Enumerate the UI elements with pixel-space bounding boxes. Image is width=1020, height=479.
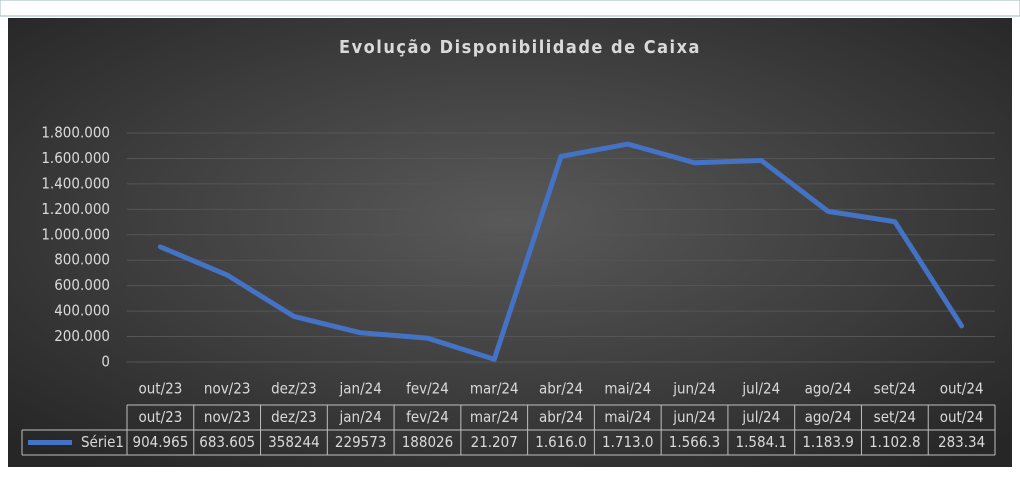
x-tick-label: jun/24: [672, 380, 716, 398]
x-tick-label: dez/23: [271, 380, 317, 398]
series-line: [157, 141, 965, 362]
y-tick-label: 400.000: [54, 302, 110, 320]
table-value: 21.207: [471, 433, 518, 451]
y-tick-label: 0: [101, 353, 110, 371]
y-tick-label: 800.000: [54, 251, 110, 269]
table-value: 683.605: [199, 433, 255, 451]
x-tick-label: set/24: [874, 380, 916, 398]
table-header: jun/24: [672, 408, 716, 426]
x-tick-label: out/23: [138, 380, 182, 398]
x-tick-label: abr/24: [539, 380, 583, 398]
table-value: 229573: [335, 433, 387, 451]
x-tick-label: mai/24: [604, 380, 651, 398]
table-header: out/23: [138, 408, 182, 426]
table-header: jan/24: [339, 408, 382, 426]
table-header: abr/24: [539, 408, 583, 426]
y-tick-label: 1.000.000: [41, 225, 110, 243]
legend-label: Série1: [81, 433, 124, 451]
y-tick-label: 1.600.000: [41, 149, 110, 167]
y-tick-label: 1.200.000: [41, 200, 110, 218]
chart-title: Evolução Disponibilidade de Caixa: [339, 37, 701, 58]
table-value: 1.102.8: [869, 433, 921, 451]
x-tick-label: ago/24: [805, 380, 852, 398]
y-tick-label: 1.400.000: [41, 174, 110, 192]
table-value: 188026: [402, 433, 454, 451]
table-header: mar/24: [470, 408, 519, 426]
table-header: jul/24: [741, 408, 780, 426]
x-tick-label: mar/24: [470, 380, 519, 398]
x-tick-label: fev/24: [406, 380, 449, 398]
table-value: 1.584.1: [736, 433, 788, 451]
table-value: 1.566.3: [669, 433, 721, 451]
top-strip: [0, 0, 1020, 17]
x-tick-label: out/24: [940, 380, 984, 398]
y-tick-label: 600.000: [54, 276, 110, 294]
table-header: dez/23: [271, 408, 317, 426]
table-value: 358244: [268, 433, 320, 451]
table-header: ago/24: [805, 408, 852, 426]
table-header: mai/24: [604, 408, 651, 426]
y-tick-label: 1.800.000: [41, 124, 110, 142]
table-header: nov/23: [204, 408, 251, 426]
table-header: out/24: [940, 408, 984, 426]
table-header: fev/24: [406, 408, 449, 426]
table-value: 904.965: [132, 433, 188, 451]
x-tick-label: jan/24: [339, 380, 382, 398]
table-value: 1.713.0: [602, 433, 654, 451]
table-value: 1.183.9: [802, 433, 854, 451]
x-tick-label: nov/23: [204, 380, 251, 398]
table-value: 1.616.0: [535, 433, 587, 451]
x-tick-label: jul/24: [741, 380, 780, 398]
y-tick-label: 200.000: [54, 327, 110, 345]
table-value: 283.34: [938, 433, 985, 451]
table-header: set/24: [874, 408, 916, 426]
chart-area: [8, 18, 1012, 467]
